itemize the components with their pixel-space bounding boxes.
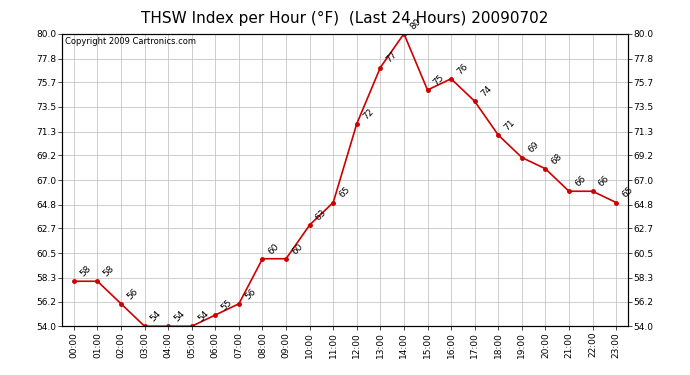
Text: 63: 63 (314, 208, 328, 222)
Text: Copyright 2009 Cartronics.com: Copyright 2009 Cartronics.com (65, 37, 196, 46)
Text: 65: 65 (620, 185, 635, 200)
Text: 68: 68 (549, 152, 564, 166)
Text: 56: 56 (125, 286, 139, 301)
Text: 58: 58 (78, 264, 92, 279)
Text: 54: 54 (149, 309, 164, 324)
Text: 55: 55 (219, 298, 234, 312)
Text: 60: 60 (266, 242, 281, 256)
Text: 69: 69 (526, 140, 540, 155)
Text: 60: 60 (290, 242, 305, 256)
Text: 75: 75 (432, 73, 446, 87)
Text: 66: 66 (573, 174, 588, 189)
Text: 72: 72 (361, 106, 375, 121)
Text: 71: 71 (502, 118, 517, 132)
Text: 66: 66 (597, 174, 611, 189)
Text: THSW Index per Hour (°F)  (Last 24 Hours) 20090702: THSW Index per Hour (°F) (Last 24 Hours)… (141, 11, 549, 26)
Text: 56: 56 (243, 286, 257, 301)
Text: 65: 65 (337, 185, 352, 200)
Text: 76: 76 (455, 62, 470, 76)
Text: 74: 74 (479, 84, 493, 99)
Text: 54: 54 (196, 309, 210, 324)
Text: 54: 54 (172, 309, 187, 324)
Text: 77: 77 (384, 50, 399, 65)
Text: 58: 58 (101, 264, 116, 279)
Text: 80: 80 (408, 16, 422, 31)
